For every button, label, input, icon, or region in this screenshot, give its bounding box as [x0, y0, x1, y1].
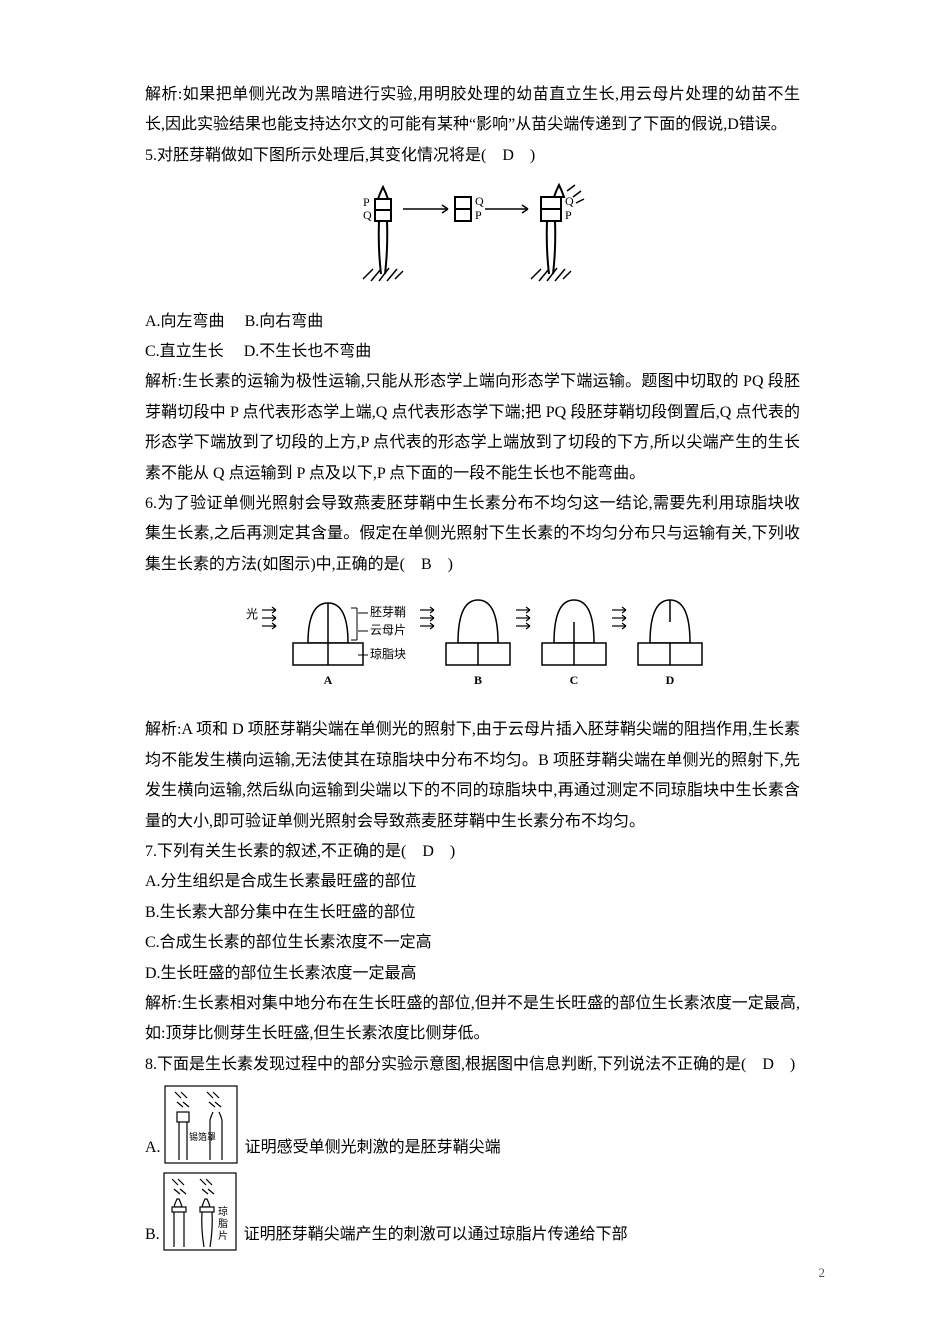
svg-text:B: B	[473, 673, 481, 687]
svg-text:A: A	[323, 673, 332, 687]
q8-optA-prefix: A.	[145, 1133, 161, 1167]
q8-optA-row: A.	[145, 1082, 800, 1167]
q8-stem: 8.下面是生长素发现过程中的部分实验示意图,根据图中信息判断,下列说法不正确的是…	[145, 1050, 800, 1080]
page-root: 解析:如果把单侧光改为黑暗进行实验,用明胶处理的幼苗直立生长,用云母片处理的幼苗…	[0, 0, 945, 1316]
svg-text:P: P	[475, 208, 482, 222]
q8-optB-text: 证明胚芽鞘尖端产生的刺激可以通过琼脂片传递给下部	[244, 1220, 628, 1254]
q5-optD: D.不生长也不弯曲	[244, 343, 372, 360]
svg-text:脂: 脂	[218, 1217, 228, 1230]
q5-figure: P Q Q P	[145, 179, 800, 300]
q8-optA-text: 证明感受单侧光刺激的是胚芽鞘尖端	[245, 1133, 501, 1167]
svg-text:云母片: 云母片	[370, 623, 406, 637]
q7-stem: 7.下列有关生长素的叙述,不正确的是( D )	[145, 837, 800, 867]
svg-text:D: D	[665, 673, 674, 687]
q8-figB: 琼 脂 片	[160, 1169, 240, 1254]
q7-optA: A.分生组织是合成生长素最旺盛的部位	[145, 867, 800, 897]
svg-text:P: P	[565, 208, 572, 222]
svg-text:Q: Q	[363, 208, 372, 222]
q5-optA: A.向左弯曲	[145, 313, 225, 330]
q5-stem: 5.对胚芽鞘做如下图所示处理后,其变化情况将是( D )	[145, 141, 800, 171]
q7-optB: B.生长素大部分集中在生长旺盛的部位	[145, 898, 800, 928]
svg-text:琼: 琼	[218, 1205, 228, 1218]
q8-figA: 锡箔罩	[161, 1082, 241, 1167]
q7-explanation: 解析:生长素相对集中地分布在生长旺盛的部位,但并不是生长旺盛的部位生长素浓度一定…	[145, 989, 800, 1050]
q6-figure: 光	[145, 588, 800, 709]
page-number: 2	[819, 1261, 826, 1286]
svg-text:锡箔罩: 锡箔罩	[189, 1131, 216, 1142]
q5-options-row1: A.向左弯曲 B.向右弯曲	[145, 307, 800, 337]
q6-explanation: 解析:A 项和 D 项胚芽鞘尖端在单侧光的照射下,由于云母片插入胚芽鞘尖端的阻挡…	[145, 715, 800, 837]
svg-text:琼脂块: 琼脂块	[370, 646, 406, 661]
q7-optC: C.合成生长素的部位生长素浓度不一定高	[145, 928, 800, 958]
q8-optB-row: B.	[145, 1169, 800, 1254]
svg-text:片: 片	[218, 1229, 228, 1242]
q7-optD: D.生长旺盛的部位生长素浓度一定最高	[145, 959, 800, 989]
q5-options-row2: C.直立生长 D.不生长也不弯曲	[145, 337, 800, 367]
q5-optC: C.直立生长	[145, 343, 224, 360]
q8-optB-prefix: B.	[145, 1220, 160, 1254]
q4-explanation: 解析:如果把单侧光改为黑暗进行实验,用明胶处理的幼苗直立生长,用云母片处理的幼苗…	[145, 80, 800, 141]
q5-optB: B.向右弯曲	[245, 313, 324, 330]
svg-text:Q: Q	[565, 194, 574, 208]
svg-text:C: C	[569, 673, 578, 687]
q5-explanation: 解析:生长素的运输为极性运输,只能从形态学上端向形态学下端运输。题图中切取的 P…	[145, 367, 800, 489]
q6-stem: 6.为了验证单侧光照射会导致燕麦胚芽鞘中生长素分布不均匀这一结论,需要先利用琼脂…	[145, 489, 800, 580]
svg-text:Q: Q	[475, 194, 484, 208]
svg-text:胚芽鞘: 胚芽鞘	[370, 605, 406, 619]
q6-label-light: 光	[246, 607, 258, 621]
svg-text:P: P	[363, 195, 370, 209]
